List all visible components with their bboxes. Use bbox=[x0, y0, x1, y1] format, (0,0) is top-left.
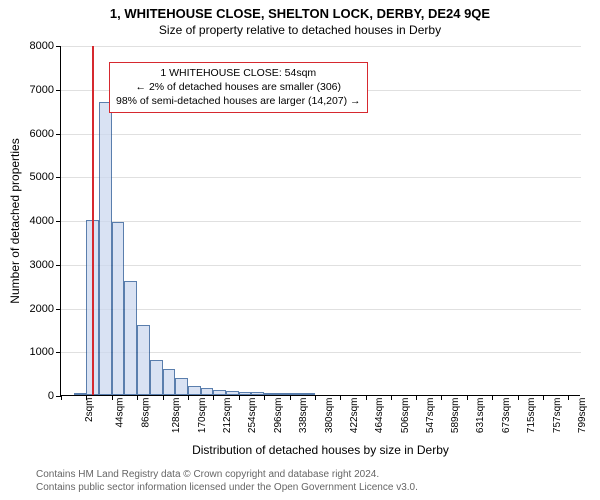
footer-line1: Contains HM Land Registry data © Crown c… bbox=[36, 468, 418, 481]
y-tick bbox=[56, 265, 61, 266]
x-tick bbox=[340, 395, 341, 400]
x-tick bbox=[239, 395, 240, 400]
grid-line bbox=[61, 177, 581, 178]
x-tick-label: 44sqm bbox=[115, 398, 126, 428]
x-tick-label: 547sqm bbox=[425, 398, 436, 434]
histogram-bar bbox=[226, 391, 239, 395]
x-axis-label: Distribution of detached houses by size … bbox=[192, 443, 449, 457]
grid-line bbox=[61, 134, 581, 135]
y-tick-label: 7000 bbox=[14, 84, 54, 96]
x-tick bbox=[416, 395, 417, 400]
x-tick bbox=[543, 395, 544, 400]
grid-line bbox=[61, 221, 581, 222]
x-tick bbox=[112, 395, 113, 400]
histogram-bar bbox=[251, 392, 264, 395]
histogram-bar bbox=[74, 393, 87, 395]
y-tick-label: 6000 bbox=[14, 128, 54, 140]
y-tick bbox=[56, 221, 61, 222]
x-tick-label: 380sqm bbox=[324, 398, 335, 434]
footer-line2: Contains public sector information licen… bbox=[36, 481, 418, 494]
x-tick-label: 296sqm bbox=[273, 398, 284, 434]
x-tick bbox=[213, 395, 214, 400]
x-tick bbox=[163, 395, 164, 400]
histogram-bar bbox=[213, 390, 226, 395]
callout-box: 1 WHITEHOUSE CLOSE: 54sqm← 2% of detache… bbox=[109, 62, 368, 113]
x-tick-label: 128sqm bbox=[171, 398, 182, 434]
x-tick-label: 254sqm bbox=[247, 398, 258, 434]
x-tick-label: 673sqm bbox=[501, 398, 512, 434]
y-tick bbox=[56, 46, 61, 47]
grid-line bbox=[61, 309, 581, 310]
y-tick-label: 2000 bbox=[14, 303, 54, 315]
histogram-bar bbox=[99, 102, 112, 395]
x-tick bbox=[391, 395, 392, 400]
x-tick bbox=[568, 395, 569, 400]
x-tick bbox=[492, 395, 493, 400]
x-tick-label: 170sqm bbox=[197, 398, 208, 434]
x-tick bbox=[441, 395, 442, 400]
x-tick bbox=[264, 395, 265, 400]
x-tick bbox=[366, 395, 367, 400]
y-tick-label: 3000 bbox=[14, 259, 54, 271]
x-tick bbox=[137, 395, 138, 400]
histogram-bar bbox=[124, 281, 137, 395]
histogram-bar bbox=[112, 222, 125, 395]
x-tick-label: 338sqm bbox=[298, 398, 309, 434]
histogram-bar bbox=[264, 393, 277, 395]
histogram-bar bbox=[201, 388, 214, 395]
chart-title-sub: Size of property relative to detached ho… bbox=[0, 21, 600, 37]
x-tick-label: 2sqm bbox=[84, 398, 95, 422]
y-tick bbox=[56, 90, 61, 91]
x-tick-label: 757sqm bbox=[552, 398, 563, 434]
callout-line2: ← 2% of detached houses are smaller (306… bbox=[116, 80, 361, 94]
x-tick bbox=[315, 395, 316, 400]
x-tick bbox=[467, 395, 468, 400]
grid-line bbox=[61, 46, 581, 47]
histogram-bar bbox=[163, 369, 176, 395]
y-tick-label: 4000 bbox=[14, 215, 54, 227]
x-tick-label: 715sqm bbox=[526, 398, 537, 434]
histogram-bar bbox=[188, 386, 201, 395]
callout-line1: 1 WHITEHOUSE CLOSE: 54sqm bbox=[116, 66, 361, 80]
y-tick-label: 5000 bbox=[14, 171, 54, 183]
histogram-bar bbox=[239, 392, 252, 396]
histogram-bar bbox=[150, 360, 163, 395]
x-tick-label: 86sqm bbox=[140, 398, 151, 428]
x-tick bbox=[188, 395, 189, 400]
histogram-bar bbox=[277, 393, 290, 395]
chart-title-main: 1, WHITEHOUSE CLOSE, SHELTON LOCK, DERBY… bbox=[0, 0, 600, 21]
x-tick-label: 589sqm bbox=[450, 398, 461, 434]
callout-line3: 98% of semi-detached houses are larger (… bbox=[116, 94, 361, 108]
y-tick-label: 1000 bbox=[14, 346, 54, 358]
y-tick-label: 0 bbox=[14, 390, 54, 402]
x-tick bbox=[86, 395, 87, 400]
histogram-bar bbox=[175, 378, 188, 396]
grid-line bbox=[61, 265, 581, 266]
chart-area: Number of detached properties Distributi… bbox=[60, 46, 580, 396]
y-tick bbox=[56, 177, 61, 178]
footer-attribution: Contains HM Land Registry data © Crown c… bbox=[36, 468, 418, 494]
x-tick bbox=[61, 395, 62, 400]
histogram-bar bbox=[302, 393, 315, 395]
x-tick bbox=[290, 395, 291, 400]
plot-region: Number of detached properties Distributi… bbox=[60, 46, 580, 396]
histogram-bar bbox=[290, 393, 303, 395]
x-tick-label: 799sqm bbox=[577, 398, 588, 434]
x-tick-label: 422sqm bbox=[349, 398, 360, 434]
property-marker-line bbox=[92, 46, 94, 395]
y-tick bbox=[56, 134, 61, 135]
x-tick-label: 464sqm bbox=[374, 398, 385, 434]
y-tick bbox=[56, 352, 61, 353]
histogram-bar bbox=[137, 325, 150, 395]
x-tick bbox=[518, 395, 519, 400]
y-tick-label: 8000 bbox=[14, 40, 54, 52]
x-tick-label: 631sqm bbox=[475, 398, 486, 434]
y-tick bbox=[56, 309, 61, 310]
x-tick-label: 212sqm bbox=[222, 398, 233, 434]
x-tick-label: 506sqm bbox=[400, 398, 411, 434]
